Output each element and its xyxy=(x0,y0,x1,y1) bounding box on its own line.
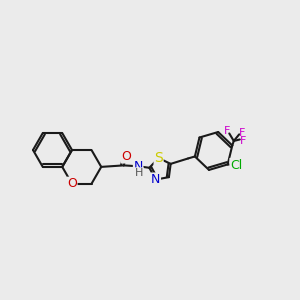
Text: F: F xyxy=(239,128,245,138)
Text: Cl: Cl xyxy=(230,158,242,172)
Text: F: F xyxy=(224,126,230,136)
Text: O: O xyxy=(67,177,77,190)
Text: N: N xyxy=(151,173,160,186)
Text: H: H xyxy=(135,168,143,178)
Text: S: S xyxy=(154,151,163,165)
Text: F: F xyxy=(240,136,247,146)
Text: O: O xyxy=(121,150,131,163)
Text: N: N xyxy=(134,160,143,173)
